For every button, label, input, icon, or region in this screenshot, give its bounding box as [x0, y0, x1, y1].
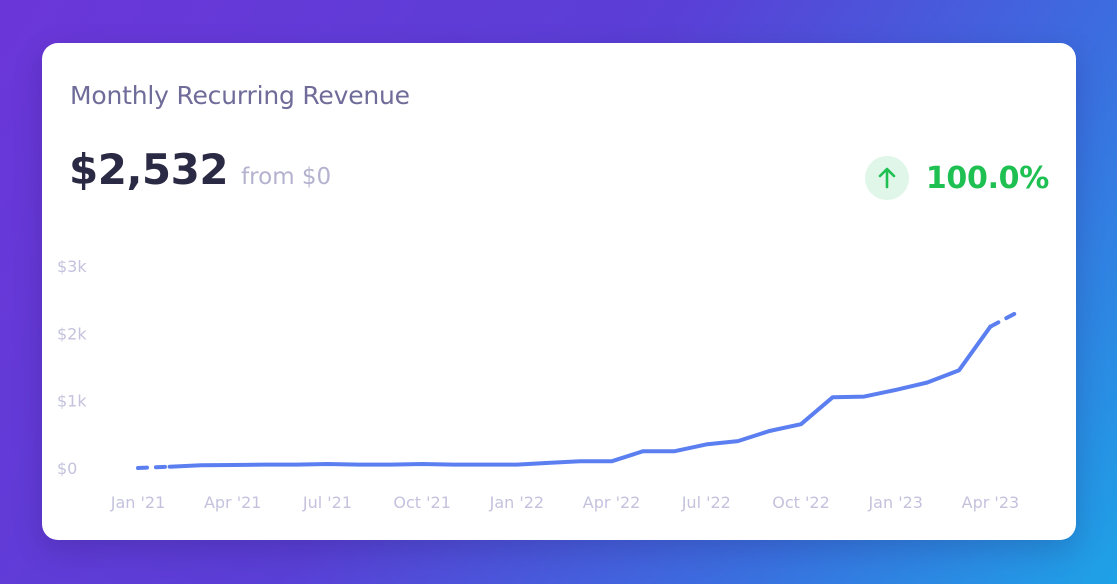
x-tick-label: Apr '21: [204, 493, 262, 512]
x-tick-label: Jan '22: [489, 493, 545, 512]
change-percent: 100.0%: [925, 160, 1049, 196]
x-tick-label: Jan '23: [867, 493, 923, 512]
x-axis: Jan '21 Apr '21 Jul '21 Oct '21 Jan '22 Apr '…: [110, 493, 1019, 512]
arrow-up-icon: [864, 156, 909, 200]
card-title: Monthly Recurring Revenue: [70, 81, 410, 110]
series-line: [167, 324, 993, 469]
series-line-projected-end: [988, 307, 1024, 329]
y-axis: $0 $1k $2k $3k: [57, 257, 87, 478]
from-value: from $0: [241, 164, 332, 190]
x-tick-label: Oct '21: [393, 493, 451, 512]
x-tick-label: Jul '21: [302, 493, 352, 512]
x-tick-label: Apr '23: [962, 493, 1020, 512]
x-tick-label: Jul '22: [681, 493, 731, 512]
x-tick-label: Apr '22: [583, 493, 641, 512]
plot-area: [136, 307, 1024, 470]
value-row: $2,532 from $0: [69, 145, 331, 194]
x-tick-label: Oct '22: [772, 493, 830, 512]
y-tick-label: $0: [57, 459, 77, 478]
current-value: $2,532: [69, 145, 229, 194]
mrr-card: Monthly Recurring Revenue $2,532 from $0…: [42, 43, 1076, 540]
y-tick-label: $3k: [57, 257, 87, 276]
x-tick-label: Jan '21: [110, 493, 166, 512]
series-line-projected-start: [136, 464, 172, 470]
y-tick-label: $1k: [57, 392, 87, 411]
mrr-line-chart: $0 $1k $2k $3k Jan '21 Apr '21 Jul '21 Oct '21…: [57, 257, 1024, 512]
change-indicator: 100.0%: [864, 156, 1049, 200]
y-tick-label: $2k: [57, 324, 87, 343]
